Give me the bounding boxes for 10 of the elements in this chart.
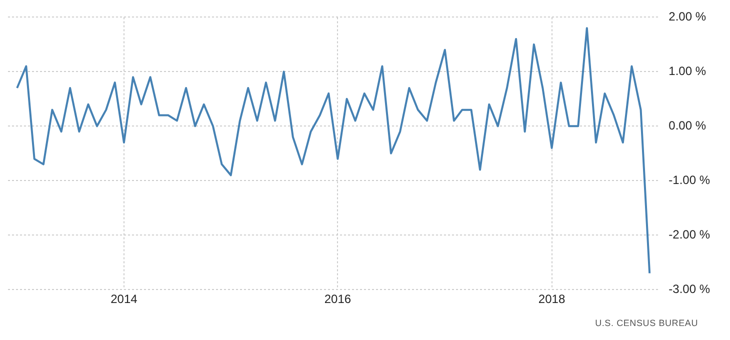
y-tick-label: -2.00 % [668, 227, 710, 242]
y-tick-label: 0.00 % [668, 118, 706, 132]
text: U.S. CENSUS BUREAU [595, 318, 698, 328]
x-tick-label: 2016 [324, 292, 352, 306]
y-tick-label: 1.00 % [668, 64, 706, 78]
x-tick-label: 2018 [538, 292, 566, 306]
x-tick-label: 2014 [110, 292, 138, 306]
y-tick-label: -1.00 % [668, 172, 710, 187]
y-tick-label: 2.00 % [668, 10, 706, 24]
y-tick-label: -3.00 % [668, 282, 710, 296]
